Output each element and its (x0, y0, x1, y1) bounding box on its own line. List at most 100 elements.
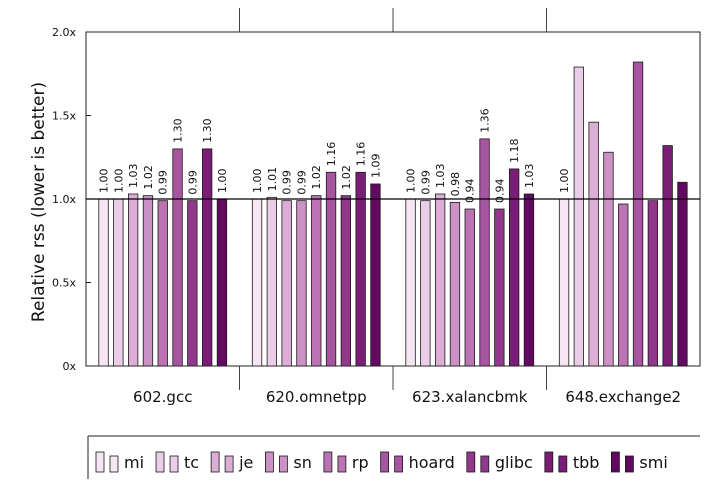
data-label: 1.16 (355, 142, 368, 167)
data-label: 1.36 (479, 108, 492, 133)
legend-swatch (169, 455, 179, 473)
bar (370, 183, 381, 367)
bar (281, 200, 292, 367)
legend-swatch (480, 455, 490, 473)
y-axis-title: Relative rss (lower is better) (29, 82, 49, 322)
data-label: 1.02 (310, 165, 323, 190)
legend-swatch (394, 455, 404, 473)
x-tick-label: 620.omnetpp (266, 388, 367, 406)
data-label: 1.02 (142, 165, 155, 190)
bar (494, 208, 505, 367)
bar (201, 148, 213, 367)
data-label: 1.01 (266, 167, 279, 192)
data-label: 1.02 (340, 165, 353, 190)
data-label: 1.00 (98, 169, 111, 194)
data-label: 1.00 (405, 169, 418, 194)
data-label: 1.18 (508, 138, 521, 163)
legend-swatch (380, 451, 390, 473)
x-tick-label: 602.gcc (133, 388, 192, 406)
legend-swatch (625, 455, 634, 473)
bar (618, 203, 629, 367)
bar (434, 193, 446, 367)
bar (113, 198, 124, 367)
bar (355, 171, 366, 367)
bar (523, 193, 535, 367)
legend-label: glibc (495, 453, 533, 472)
legend-swatch (323, 451, 333, 473)
legend-label: mi (124, 453, 144, 472)
bar (420, 200, 431, 367)
bar (632, 61, 644, 367)
legend-label: hoard (409, 453, 455, 472)
legend-swatch (95, 451, 105, 473)
y-tick-label: 1.5x (52, 110, 76, 123)
bar (405, 198, 416, 367)
x-tick-label: 648.exchange2 (565, 388, 681, 406)
data-label: 0.98 (449, 172, 462, 197)
y-tick-label: 2.0x (52, 26, 76, 39)
legend: mi tc je sn rp hoard glibc tbb smi (87, 435, 700, 479)
data-label: 1.00 (251, 169, 264, 194)
legend-swatch (279, 455, 288, 473)
bar (662, 145, 673, 367)
data-label: 0.94 (493, 179, 506, 203)
bar (142, 195, 154, 367)
bar (647, 200, 658, 367)
legend-label: smi (639, 453, 667, 472)
bar (216, 198, 228, 367)
legend-swatch (265, 451, 274, 473)
bar (573, 66, 584, 367)
data-label: 1.30 (172, 118, 185, 143)
legend-swatch (466, 451, 476, 473)
legend-swatch (224, 455, 234, 473)
bar (508, 168, 520, 367)
legend-label: tbb (573, 453, 600, 472)
bar (266, 196, 278, 367)
y-tick-label: 1.0x (52, 193, 76, 206)
legend-swatch (210, 451, 220, 473)
bar (98, 198, 109, 367)
data-label: 1.30 (201, 118, 214, 143)
bar (187, 200, 198, 367)
legend-label: je (238, 453, 253, 472)
legend-swatch (558, 455, 568, 473)
bar (311, 195, 322, 367)
data-label: 0.94 (464, 179, 477, 204)
y-tick-label: 0x (62, 360, 76, 373)
data-label: 1.03 (127, 163, 140, 188)
bar (588, 121, 599, 367)
data-label: 1.00 (216, 169, 229, 194)
data-label: 1.03 (523, 163, 536, 188)
bar (172, 148, 183, 367)
data-label: 1.16 (325, 142, 338, 167)
legend-swatch (337, 455, 347, 473)
bar (677, 181, 688, 367)
data-label: 0.99 (157, 170, 170, 195)
bar (340, 195, 352, 367)
x-tick-label: 623.xalancbmk (412, 388, 528, 406)
data-label: 0.99 (186, 170, 199, 195)
legend-label: sn (293, 453, 311, 472)
legend-label: rp (352, 453, 369, 472)
legend-label: tc (184, 453, 199, 472)
data-label: 1.00 (112, 169, 125, 194)
bar (127, 193, 139, 367)
bar (325, 171, 337, 367)
legend-swatch (155, 451, 165, 473)
bar (449, 201, 461, 367)
bar (464, 208, 475, 367)
data-label: 1.09 (369, 153, 382, 178)
data-label: 1.03 (434, 163, 447, 188)
plot-area: 0x0.5x1.0x1.5x2.0x1.00 1.00 1.03 1.02 0.991.… (52, 8, 701, 406)
legend-swatch (611, 451, 620, 473)
bar (296, 200, 307, 367)
bar (603, 151, 614, 367)
data-label: 0.99 (419, 170, 432, 195)
bar (251, 198, 263, 367)
bar (558, 198, 570, 367)
data-label: 1.00 (558, 169, 571, 194)
data-label: 0.99 (281, 170, 294, 195)
legend-swatch (109, 455, 119, 473)
bar (157, 200, 168, 367)
bar (479, 138, 490, 367)
